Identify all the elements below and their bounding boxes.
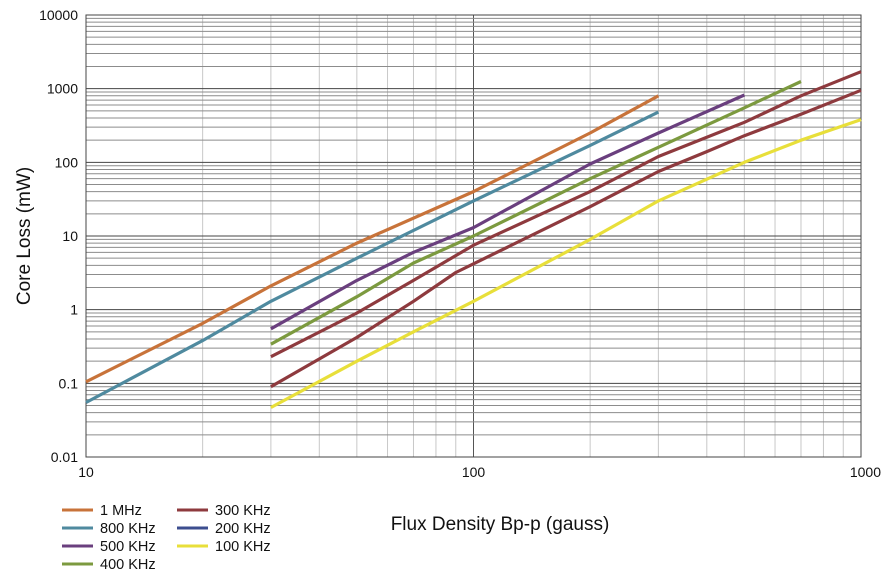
legend-label: 400 KHz <box>100 557 156 573</box>
x-axis-tick-labels: 10 100 1000 <box>78 464 881 480</box>
y-tick-label: 10000 <box>39 7 78 23</box>
x-tick-label: 10 <box>78 464 94 480</box>
x-tick-label: 1000 <box>850 464 881 480</box>
grid-lines <box>85 15 861 458</box>
legend-label: 300 KHz <box>215 503 271 519</box>
y-tick-label: 0.01 <box>51 449 78 465</box>
legend-label: 500 KHz <box>100 539 156 555</box>
legend-label: 200 KHz <box>215 521 271 537</box>
series-lines <box>85 70 862 409</box>
legend: 1 MHz 800 KHz 500 KHz 400 KHz 300 KHz 200 KHz… <box>62 503 271 573</box>
legend-label: 800 KHz <box>100 521 156 537</box>
series-line-1-mhz <box>85 94 660 384</box>
y-tick-label: 1 <box>70 302 78 318</box>
y-tick-label: 0.1 <box>59 375 79 391</box>
plot-frame <box>85 14 862 458</box>
legend-label: 100 KHz <box>215 539 271 555</box>
series-line-500-khz <box>270 93 746 331</box>
y-tick-label: 10 <box>62 228 78 244</box>
x-tick-label: 100 <box>462 464 486 480</box>
series-line-400-khz <box>270 80 802 346</box>
legend-label: 1 MHz <box>100 503 142 519</box>
y-axis-title: Core Loss (mW) <box>14 167 35 305</box>
y-tick-label: 100 <box>55 154 79 170</box>
series-line-800-khz <box>85 110 660 404</box>
series-line-100-khz <box>270 118 862 409</box>
y-tick-label: 1000 <box>47 81 78 97</box>
x-axis-title: Flux Density Bp-p (gauss) <box>391 514 610 535</box>
y-axis-tick-labels: 0.01 0.1 1 10 100 1000 10000 <box>39 7 78 465</box>
series-line-300-khz <box>270 70 862 359</box>
series-line-200-khz <box>270 88 862 389</box>
